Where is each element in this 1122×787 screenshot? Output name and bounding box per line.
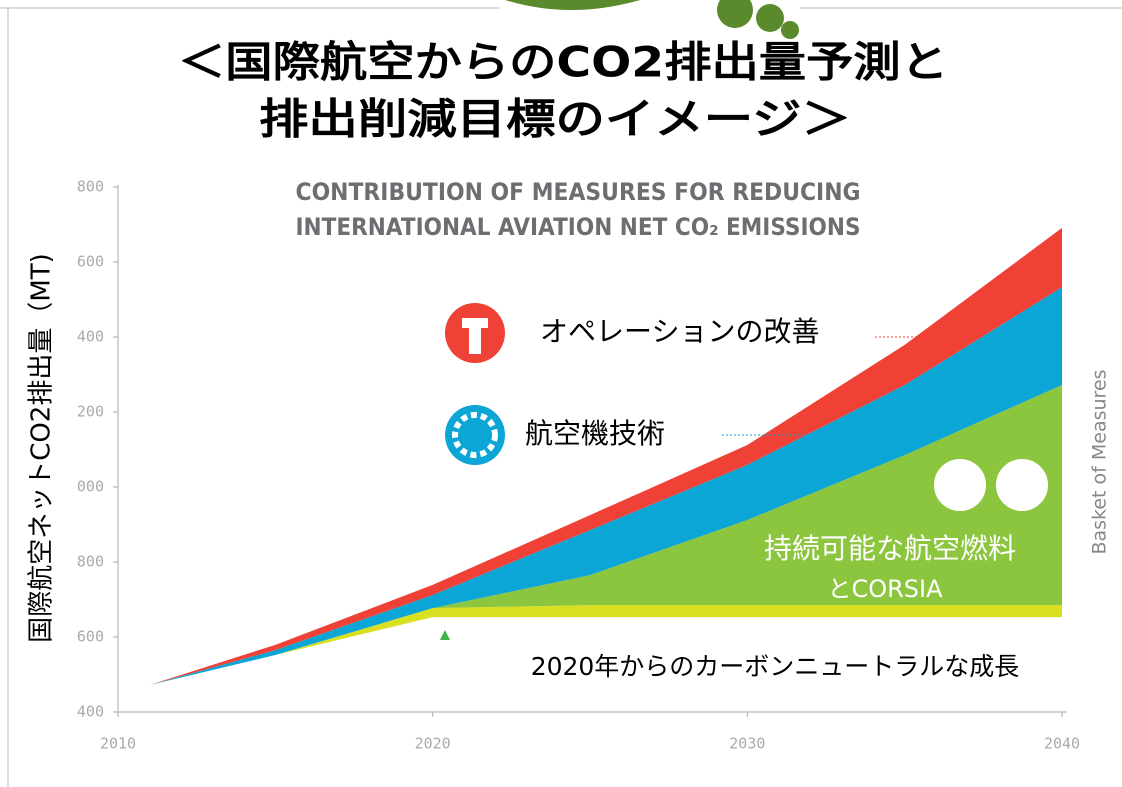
area <box>149 385 1062 685</box>
annotation: 2020年からのカーボンニュートラルな成長 <box>531 652 1020 681</box>
x-tick-label: 2010 <box>100 735 136 753</box>
icon <box>452 412 498 458</box>
icon <box>992 455 1052 515</box>
decoration <box>781 21 799 39</box>
icon <box>930 455 990 515</box>
y-tick-label: 400 <box>77 328 104 346</box>
x-tick-label: 2040 <box>1044 735 1080 753</box>
decoration <box>717 0 753 28</box>
y-tick-label: 800 <box>77 553 104 571</box>
y-tick-label: 400 <box>77 703 104 721</box>
series-label: 持続可能な航空燃料 <box>764 532 1016 565</box>
decoration <box>756 4 784 32</box>
x-tick-label: 2020 <box>415 735 451 753</box>
icon <box>469 328 481 354</box>
area <box>149 617 1062 712</box>
plot: 400 600 800 000 200 400 600 800 2010 2020 2030 2040 <box>77 178 1080 753</box>
series-label: 航空機技術 <box>525 417 665 450</box>
x-tick-label: 2030 <box>729 735 765 753</box>
title: ＜国際航空からのCO2排出量予測と <box>178 38 948 87</box>
y-tick-label: 200 <box>77 403 104 421</box>
series-label: オペレーションの改善 <box>540 315 819 348</box>
subtitle: INTERNATIONAL AVIATION NET CO₂ EMISSIONS <box>296 213 861 241</box>
icon <box>462 318 488 328</box>
y-tick-label: 800 <box>77 178 104 196</box>
y-axis-label: 国際航空ネットCO2排出量（MT) <box>27 253 57 643</box>
y-tick-label: 000 <box>77 478 104 496</box>
y-tick-label: 600 <box>77 628 104 646</box>
title: 排出削減目標のイメージ＞ <box>259 95 851 144</box>
series-label: とCORSIA <box>827 575 943 603</box>
area <box>149 605 1062 685</box>
decoration <box>505 0 640 10</box>
marker <box>440 630 450 640</box>
subtitle: CONTRIBUTION OF MEASURES FOR REDUCING <box>296 178 861 206</box>
right-label: Basket of Measures <box>1089 369 1111 554</box>
icons <box>440 303 1052 640</box>
y-tick-label: 600 <box>77 253 104 271</box>
